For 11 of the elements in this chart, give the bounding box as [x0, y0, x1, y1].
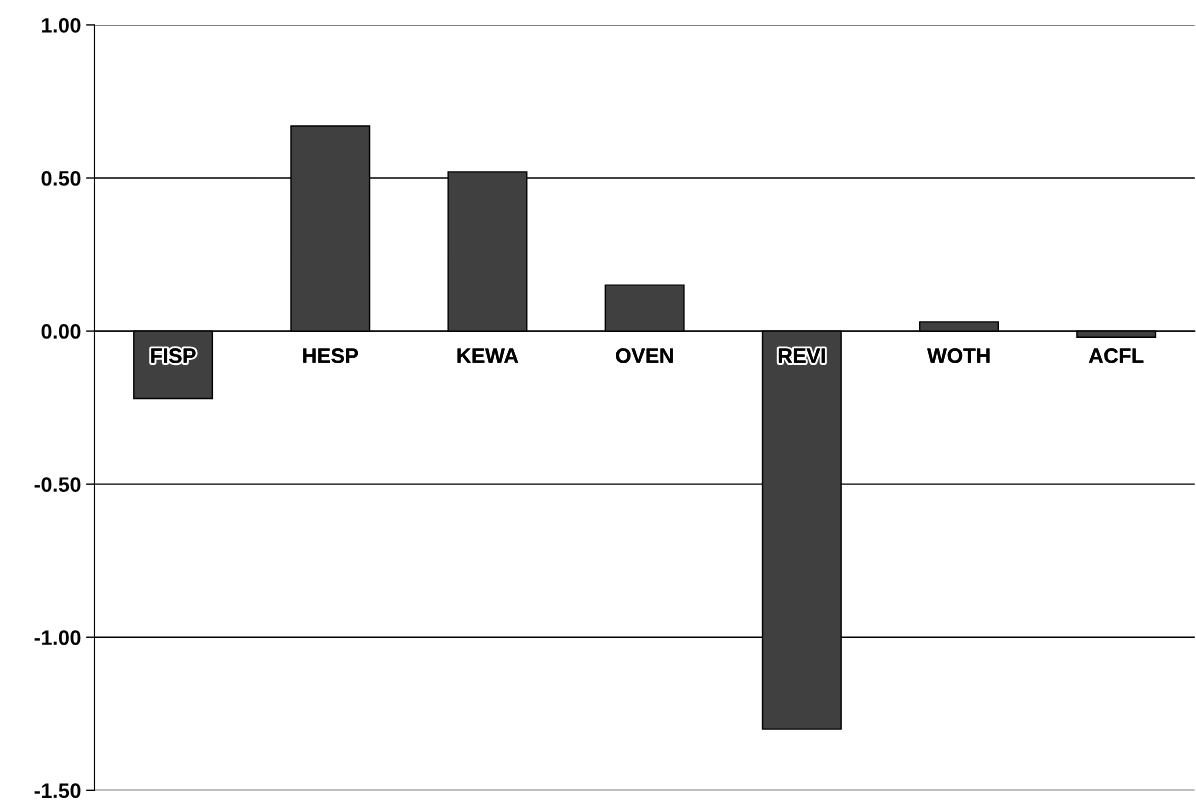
x-tick-label: WOTH: [927, 348, 990, 364]
x-tick-label: HESP: [303, 348, 358, 364]
y-tick-label: -0.50: [34, 477, 81, 492]
y-tick-label: -1.50: [34, 783, 81, 799]
x-tick-label: KEWA: [457, 348, 519, 363]
x-tick-label: OVEN: [615, 348, 673, 364]
y-tick-label: 0.00: [41, 324, 81, 339]
x-tick-label: ACFL: [1088, 348, 1144, 364]
y-tick-label: 0.50: [41, 171, 81, 186]
y-tick-label: -1.00: [34, 630, 81, 645]
y-tick-label: 1.00: [42, 17, 81, 33]
